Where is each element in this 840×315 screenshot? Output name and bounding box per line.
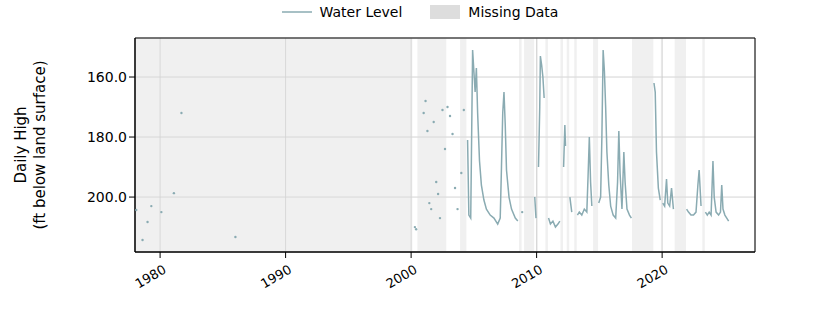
svg-text:2010: 2010 xyxy=(509,262,545,292)
svg-text:2020: 2020 xyxy=(634,262,670,292)
svg-text:2000: 2000 xyxy=(383,262,419,292)
svg-text:1980: 1980 xyxy=(132,262,168,292)
svg-text:200.0: 200.0 xyxy=(87,189,127,205)
svg-text:(ft below land surface): (ft below land surface) xyxy=(31,60,49,229)
html-text:Water Level: Water Level xyxy=(319,4,403,20)
svg-text:Daily High: Daily High xyxy=(12,106,30,183)
svg-text:180.0: 180.0 xyxy=(87,129,127,145)
html-text:Missing Data: Missing Data xyxy=(468,4,559,20)
svg-text:1990: 1990 xyxy=(258,262,294,292)
svg-text:160.0: 160.0 xyxy=(87,69,127,85)
